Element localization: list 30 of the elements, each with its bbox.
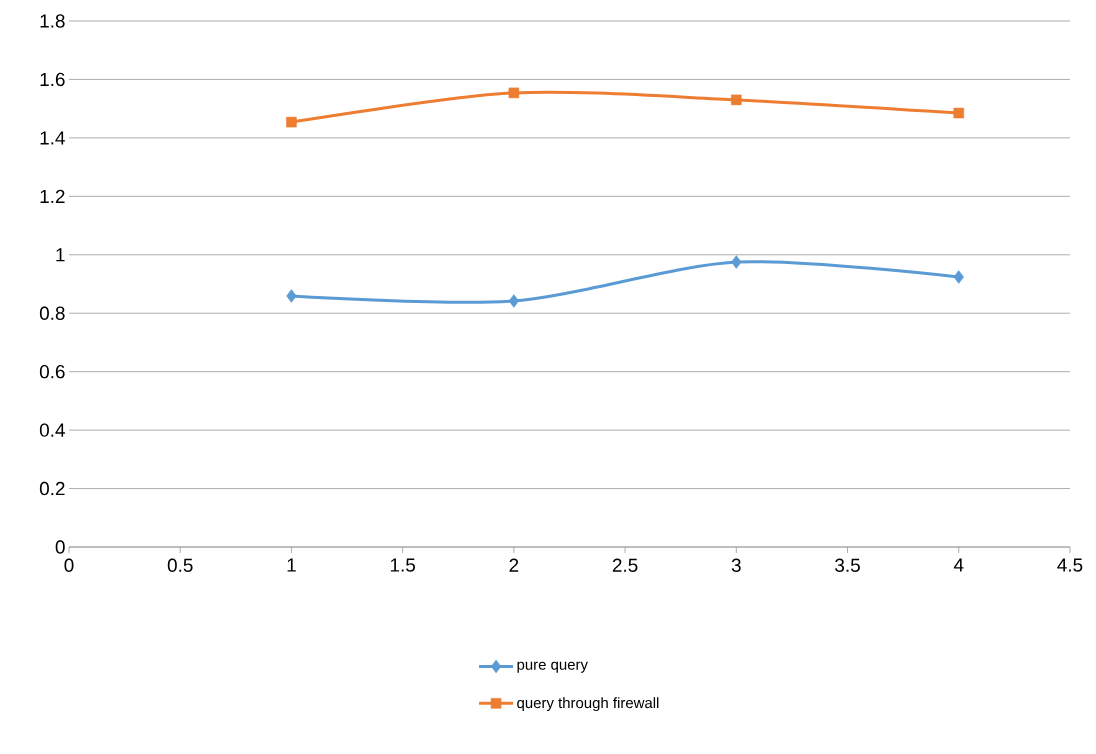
x-tick-label: 4.5	[1057, 558, 1083, 572]
x-tick-label: 2.5	[612, 558, 638, 572]
point	[286, 116, 297, 128]
point	[508, 87, 520, 99]
legend-label: query through firewall	[517, 697, 659, 712]
point	[731, 94, 742, 106]
x-tick-label: 0.5	[167, 558, 193, 572]
y-tick-label: 1.2	[40, 189, 65, 203]
y-tick-label: 1.6	[40, 72, 65, 87]
x-tick-label: 0	[64, 558, 74, 572]
y-tick-label: 1.4	[40, 131, 65, 145]
y-tick-label: 1	[56, 248, 65, 262]
point	[286, 289, 297, 303]
point	[508, 294, 519, 308]
point	[953, 107, 964, 119]
legend-label: pure query	[517, 661, 588, 673]
point	[953, 270, 964, 284]
y-tick-label: 0.6	[39, 364, 65, 379]
x-tick-label: 2	[509, 558, 519, 572]
y-tick-label: 1.8	[40, 14, 65, 28]
point	[731, 255, 742, 269]
y-tick-label: 0.2	[39, 481, 65, 496]
x-tick-label: 1.5	[390, 558, 416, 572]
x-tick-label: 3.5	[835, 558, 860, 572]
y-tick-label: 0	[55, 540, 65, 554]
x-tick-label: 1	[287, 558, 296, 572]
y-tick-label: 0.8	[39, 306, 65, 320]
x-tick-label: 3	[731, 558, 741, 572]
x-tick-label: 4	[953, 558, 964, 572]
y-tick-label: 0.4	[39, 423, 65, 437]
